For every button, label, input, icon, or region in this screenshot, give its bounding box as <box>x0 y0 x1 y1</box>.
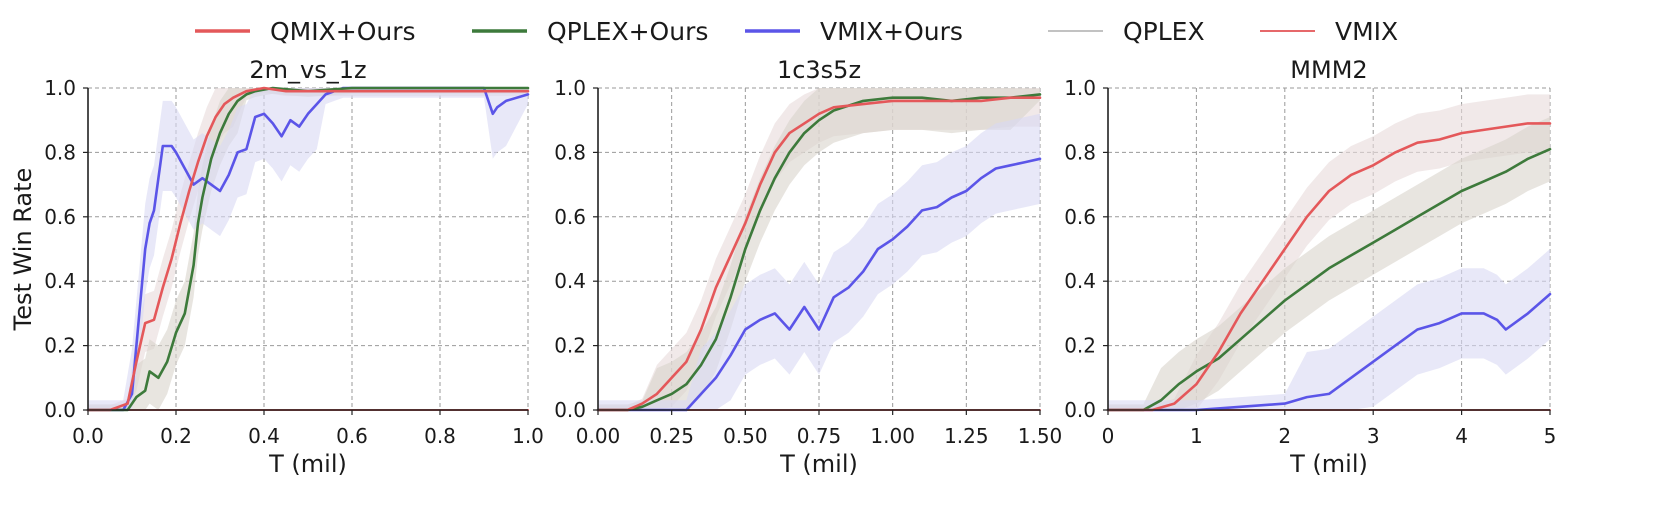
chart-title: MMM2 <box>1290 56 1367 84</box>
y-tick-label: 0.4 <box>554 269 586 293</box>
legend-label-0: QMIX+Ours <box>270 17 416 46</box>
x-tick-label: 0.2 <box>160 424 192 448</box>
y-tick-label: 0.8 <box>554 140 586 164</box>
y-tick-label: 0.2 <box>44 334 76 358</box>
x-tick-label: 0.8 <box>424 424 456 448</box>
x-tick-label: 0 <box>1102 424 1115 448</box>
y-tick-label: 0.6 <box>1064 205 1096 229</box>
x-tick-label: 3 <box>1367 424 1380 448</box>
y-tick-label: 0.2 <box>1064 334 1096 358</box>
y-tick-label: 0.4 <box>44 269 76 293</box>
x-tick-label: 1 <box>1190 424 1203 448</box>
x-tick-label: 0.0 <box>72 424 104 448</box>
y-tick-label: 0.4 <box>1064 269 1096 293</box>
chart-panel-0: 0.0 0.2 0.4 0.6 0.8 1.0 0.0 0.2 0.4 0.6 0.8 1.0 2m_v… <box>9 56 544 478</box>
x-tick-label: 0.6 <box>336 424 368 448</box>
y-tick-label: 0.8 <box>44 140 76 164</box>
x-tick-label: 4 <box>1455 424 1468 448</box>
x-tick-label: 5 <box>1544 424 1557 448</box>
x-tick-label: 1.00 <box>870 424 915 448</box>
x-tick-label: 1.50 <box>1018 424 1063 448</box>
y-tick-label: 0.8 <box>1064 140 1096 164</box>
y-tick-label: 0.0 <box>44 398 76 422</box>
chart-title: 2m_vs_1z <box>249 56 366 84</box>
legend-label-2: VMIX+Ours <box>820 17 963 46</box>
x-tick-label: 0.75 <box>797 424 842 448</box>
chart-panel-2: 0 1 2 3 4 5 0.0 0.2 0.4 0.6 0.8 1.0 MMM2 T (mil) <box>1064 56 1556 478</box>
y-tick-label: 1.0 <box>1064 76 1096 100</box>
y-tick-label: 0.0 <box>554 398 586 422</box>
x-tick-label: 0.4 <box>248 424 280 448</box>
x-axis-label: T (mil) <box>779 450 858 478</box>
y-axis-label: Test Win Rate <box>9 168 37 332</box>
chart-title: 1c3s5z <box>777 56 861 84</box>
x-tick-label: 0.25 <box>649 424 694 448</box>
y-tick-label: 0.6 <box>554 205 586 229</box>
x-tick-label: 2 <box>1278 424 1291 448</box>
x-tick-label: 1.25 <box>944 424 989 448</box>
x-axis-label: T (mil) <box>268 450 347 478</box>
y-tick-label: 0.2 <box>554 334 586 358</box>
x-tick-label: 1.0 <box>512 424 544 448</box>
legend: QMIX+Ours QPLEX+Ours VMIX+Ours QPLEX VMIX <box>195 17 1398 46</box>
legend-label-4: VMIX <box>1335 17 1398 46</box>
x-axis-label: T (mil) <box>1289 450 1368 478</box>
x-tick-label: 0.00 <box>576 424 621 448</box>
legend-label-1: QPLEX+Ours <box>547 17 708 46</box>
legend-label-3: QPLEX <box>1123 17 1205 46</box>
y-tick-label: 0.0 <box>1064 398 1096 422</box>
x-tick-label: 0.50 <box>723 424 768 448</box>
chart-panel-1: 0.00 0.25 0.50 0.75 1.00 1.25 1.50 0.0 0.2 0.4 0.6… <box>554 56 1062 478</box>
y-tick-label: 1.0 <box>44 76 76 100</box>
y-tick-label: 1.0 <box>554 76 586 100</box>
y-tick-label: 0.6 <box>44 205 76 229</box>
